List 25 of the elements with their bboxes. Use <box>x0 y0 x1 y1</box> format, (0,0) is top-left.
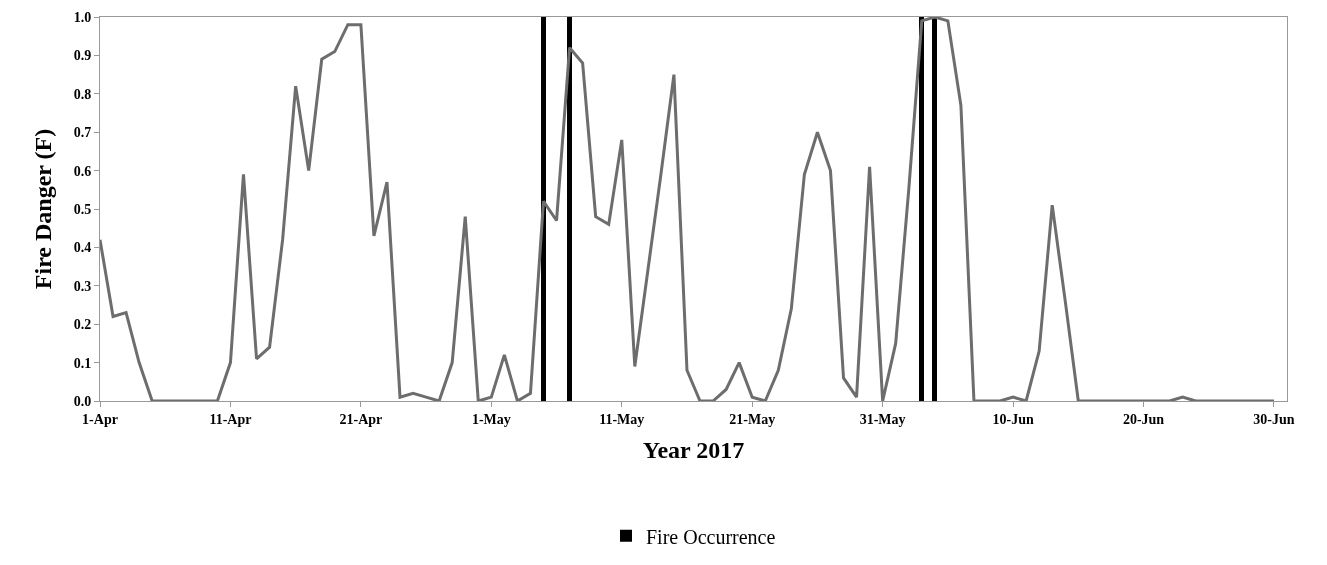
x-tick-label: 11-Apr <box>209 411 252 427</box>
x-axis-title: Year 2017 <box>642 437 745 464</box>
x-tick-label: 1-May <box>471 411 511 427</box>
x-tick-label: 20-Jun <box>1122 411 1165 427</box>
y-tick-label: 0.6 <box>73 163 92 179</box>
x-tick-label: 31-May <box>859 411 906 427</box>
legend-label: Fire Occurrence <box>646 525 776 548</box>
y-tick-label: 0.7 <box>73 125 92 141</box>
y-tick-label: 0.2 <box>73 317 92 333</box>
y-tick-label: 0.9 <box>73 48 92 64</box>
y-tick-label: 0.4 <box>73 240 92 256</box>
y-tick-label: 1.0 <box>73 9 92 25</box>
x-tick-label: 10-Jun <box>992 411 1034 427</box>
x-tick-label: 21-Apr <box>339 411 383 427</box>
x-tick-label: 1-Apr <box>82 411 118 427</box>
y-tick-label: 0.8 <box>73 86 92 102</box>
x-tick-label: 11-May <box>599 411 645 427</box>
y-tick-label: 0.5 <box>73 201 92 217</box>
y-tick-label: 0.3 <box>73 278 92 294</box>
line-series <box>100 17 1276 401</box>
x-tick-label: 30-Jun <box>1253 411 1295 427</box>
y-axis-title: Fire Danger (F) <box>29 128 56 290</box>
y-tick-label: 0.0 <box>73 393 92 409</box>
x-tick-label: 21-May <box>729 411 776 427</box>
y-tick-label: 0.1 <box>73 355 92 371</box>
